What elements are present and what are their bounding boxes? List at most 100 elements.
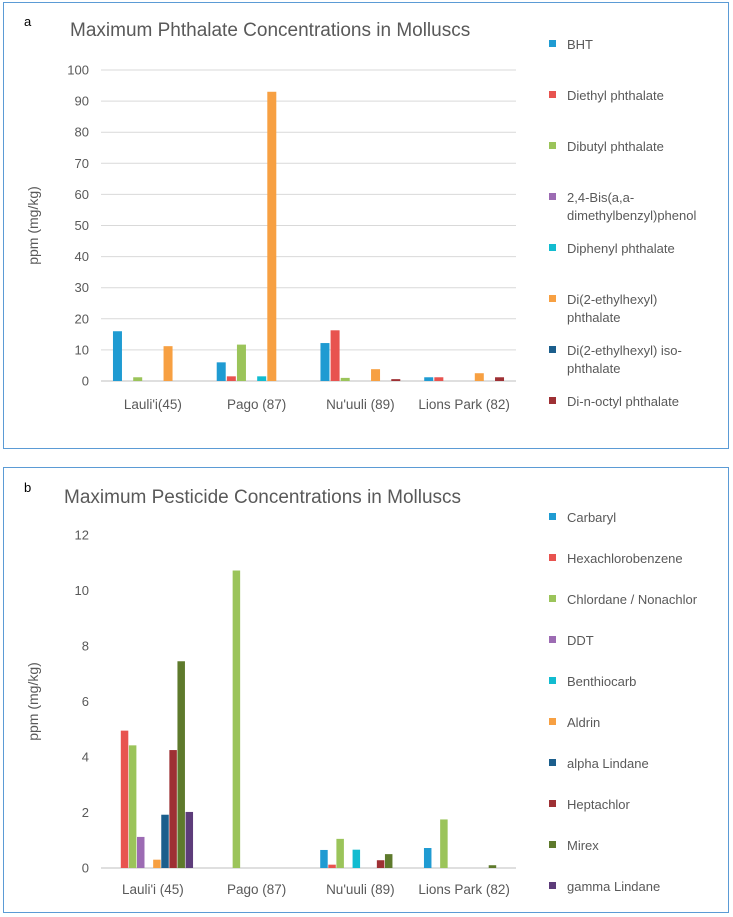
bar-a-2-2 (340, 377, 350, 381)
y-tick-label-b-0: 0 (82, 861, 89, 876)
category-label-a-2: Nu'uuli (89) (326, 397, 395, 412)
legend-swatch-a-2 (549, 142, 556, 149)
y-tick-label-a-4: 40 (75, 249, 89, 264)
legend-label-a-3-0: 2,4-Bis(a,a- (567, 190, 634, 205)
bar-a-1-5 (267, 91, 277, 382)
y-tick-label-a-3: 30 (75, 280, 89, 295)
y-tick-label-a-2: 20 (75, 311, 89, 326)
bar-b-2-4 (352, 849, 361, 868)
bar-b-0-5 (153, 859, 161, 868)
bar-b-0-3 (136, 836, 145, 868)
legend-label-a-7-0: Di-n-octyl phthalate (567, 394, 679, 409)
bar-b-0-9 (185, 811, 194, 868)
y-tick-label-b-4: 8 (82, 639, 89, 654)
legend-label-b-2-0: Chlordane / Nonachlor (567, 592, 698, 607)
panel-label-b: b (24, 480, 32, 495)
bar-b-0-7 (169, 750, 177, 868)
bar-a-3-0 (424, 377, 434, 381)
bar-a-0-0 (112, 331, 122, 381)
legend-label-b-9-0: gamma Lindane (567, 879, 660, 894)
bar-b-0-8 (177, 661, 185, 868)
bar-a-1-4 (257, 376, 267, 381)
bar-b-3-8 (488, 865, 497, 868)
legend-label-a-1-0: Diethyl phthalate (567, 88, 664, 103)
legend-swatch-b-1 (549, 554, 556, 561)
y-tick-label-a-10: 100 (67, 63, 89, 78)
legend-label-b-3-0: DDT (567, 633, 594, 648)
legend-label-b-8-0: Mirex (567, 838, 599, 853)
y-tick-label-a-9: 90 (75, 94, 89, 109)
bar-b-0-2 (128, 745, 137, 868)
legend-label-b-6-0: alpha Lindane (567, 756, 649, 771)
phthalate-chart: Maximum Phthalate Concentrations in Moll… (25, 20, 696, 412)
legend-label-b-1-0: Hexachlorobenzene (567, 551, 683, 566)
category-label-a-3: Lions Park (82) (418, 397, 510, 412)
category-label-a-1: Pago (87) (227, 397, 286, 412)
legend-swatch-a-0 (549, 40, 556, 47)
legend-swatch-b-7 (549, 800, 556, 807)
legend-label-b-5-0: Aldrin (567, 715, 600, 730)
category-label-b-0: Lauli'i (45) (122, 882, 184, 897)
legend-label-b-7-0: Heptachlor (567, 797, 631, 812)
y-tick-label-a-1: 10 (75, 342, 89, 357)
legend-swatch-a-7 (549, 397, 556, 404)
y-tick-label-b-2: 4 (82, 750, 89, 765)
bar-a-3-5 (474, 373, 484, 381)
pesticide-chart: Maximum Pesticide Concentrations in Moll… (25, 487, 698, 897)
bar-a-2-5 (371, 369, 381, 381)
legend-label-a-3-1: dimethylbenzyl)phenol (567, 208, 696, 223)
bar-b-3-0 (423, 848, 432, 868)
legend-swatch-b-3 (549, 636, 556, 643)
y-tick-label-b-5: 10 (75, 583, 89, 598)
category-label-b-1: Pago (87) (227, 882, 286, 897)
bar-a-2-7 (391, 379, 401, 381)
bar-a-3-7 (495, 377, 505, 381)
bar-b-0-1 (120, 730, 129, 868)
legend-label-a-0-0: BHT (567, 37, 593, 52)
bar-b-3-2 (440, 819, 448, 868)
legend-label-b-0-0: Carbaryl (567, 510, 616, 525)
legend-swatch-b-5 (549, 718, 556, 725)
legend-swatch-b-8 (549, 841, 556, 848)
legend-swatch-a-1 (549, 91, 556, 98)
legend-swatch-a-3 (549, 193, 556, 200)
bar-b-2-2 (336, 838, 344, 868)
legend-label-a-6-0: Di(2-ethylhexyl) iso- (567, 343, 682, 358)
legend-swatch-b-0 (549, 513, 556, 520)
y-tick-label-a-6: 60 (75, 187, 89, 202)
legend-swatch-b-6 (549, 759, 556, 766)
legend-label-a-5-1: phthalate (567, 310, 621, 325)
legend-swatch-b-9 (549, 882, 556, 889)
bar-b-2-8 (384, 854, 393, 868)
bar-a-1-1 (226, 376, 236, 381)
y-tick-label-a-5: 50 (75, 218, 89, 233)
bar-b-2-1 (328, 864, 336, 868)
bar-b-2-0 (320, 849, 328, 868)
y-axis-label-a: ppm (mg/kg) (25, 186, 41, 265)
legend-label-a-2-0: Dibutyl phthalate (567, 139, 664, 154)
chart-title-a: Maximum Phthalate Concentrations in Moll… (70, 20, 470, 41)
legend-label-a-5-0: Di(2-ethylhexyl) (567, 292, 657, 307)
y-axis-label-b: ppm (mg/kg) (25, 662, 41, 741)
legend-swatch-a-4 (549, 244, 556, 251)
bar-a-1-0 (216, 362, 226, 381)
chart-title-b: Maximum Pesticide Concentrations in Moll… (64, 487, 461, 508)
panel-label-a: a (24, 14, 32, 29)
bar-a-3-1 (434, 377, 444, 381)
category-label-b-2: Nu'uuli (89) (326, 882, 395, 897)
category-label-b-3: Lions Park (82) (418, 882, 510, 897)
bar-b-0-6 (161, 814, 169, 868)
bar-a-1-2 (236, 344, 246, 381)
legend-label-a-4-0: Diphenyl phthalate (567, 241, 675, 256)
y-tick-label-a-0: 0 (82, 374, 89, 389)
legend-label-b-4-0: Benthiocarb (567, 674, 636, 689)
bar-a-2-0 (320, 343, 330, 381)
y-tick-label-a-7: 70 (75, 156, 89, 171)
chart-panel-a: a Maximum Phthalate Concentrations in Mo… (3, 2, 729, 449)
bar-a-0-5 (163, 346, 173, 381)
bar-b-2-7 (376, 860, 385, 868)
legend-swatch-a-6 (549, 346, 556, 353)
category-label-a-0: Lauli'i(45) (124, 397, 182, 412)
bar-b-1-2 (232, 570, 241, 868)
y-tick-label-b-6: 12 (75, 528, 89, 543)
